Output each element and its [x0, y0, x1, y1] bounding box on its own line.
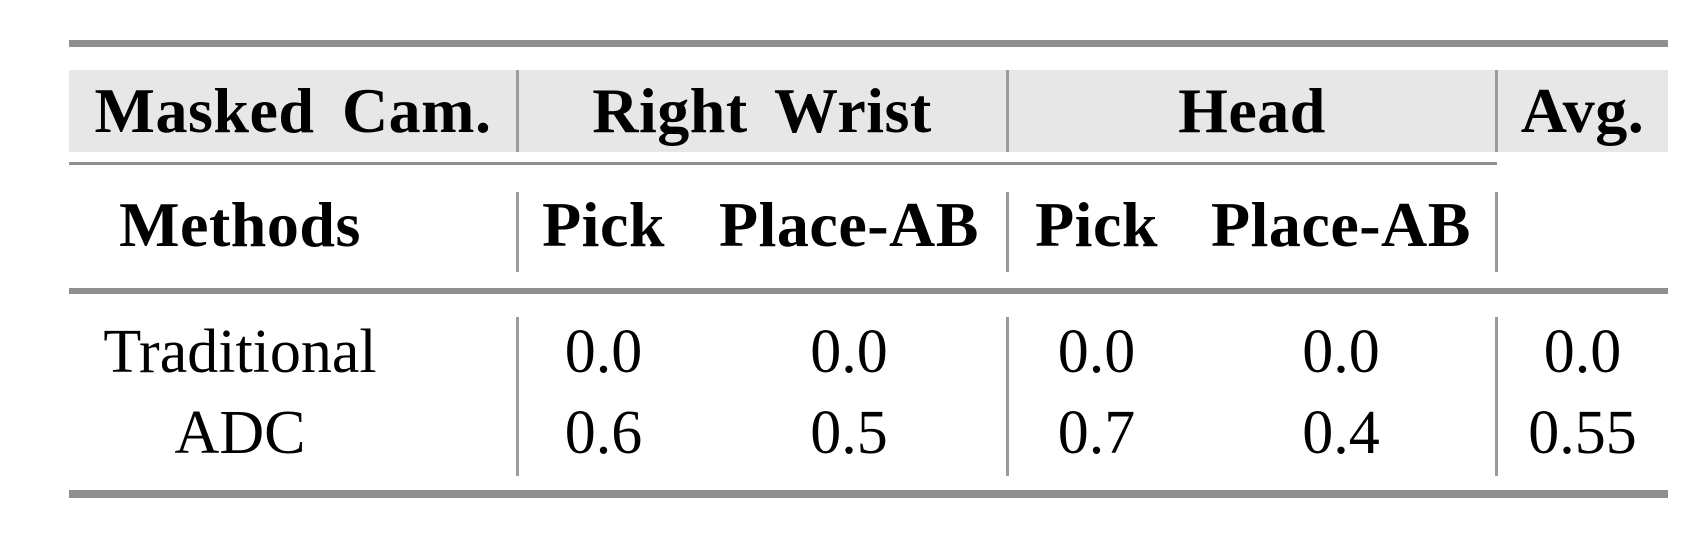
column-divider	[1495, 192, 1498, 272]
header-right-wrist: Right Wrist	[592, 75, 932, 146]
row-traditional-rw-place-ab: 0.0	[810, 318, 888, 386]
header-head: Head	[1178, 75, 1326, 146]
column-divider	[516, 192, 519, 272]
column-divider	[1495, 70, 1498, 152]
top-rule	[69, 40, 1668, 47]
mid-rule	[69, 288, 1668, 294]
bottom-rule	[69, 490, 1668, 498]
column-divider	[1006, 70, 1009, 152]
header-rw-pick: Pick	[542, 189, 665, 260]
row-adc-head-place-ab: 0.4	[1302, 399, 1380, 467]
row-traditional-head-place-ab: 0.0	[1302, 318, 1380, 386]
column-divider	[516, 70, 519, 152]
row-adc-rw-place-ab: 0.5	[810, 399, 888, 467]
column-divider	[516, 317, 519, 476]
header-background	[69, 70, 1668, 152]
header-head-place-ab: Place-AB	[1211, 189, 1471, 260]
row-adc-head-pick: 0.7	[1057, 399, 1136, 467]
row-traditional-method: Traditional	[103, 318, 377, 386]
row-adc-rw-pick: 0.6	[564, 399, 643, 467]
header-masked-cam: Masked Cam.	[94, 75, 492, 146]
header-head-pick: Pick	[1035, 189, 1158, 260]
column-divider	[1006, 192, 1009, 272]
header-methods: Methods	[119, 189, 361, 260]
column-divider	[1495, 317, 1498, 476]
row-traditional-avg: 0.0	[1543, 318, 1622, 386]
column-divider	[1006, 317, 1009, 476]
row-traditional-head-pick: 0.0	[1057, 318, 1136, 386]
header-rw-place-ab: Place-AB	[719, 189, 979, 260]
header-sub-rule	[69, 162, 1497, 165]
row-adc-method: ADC	[174, 399, 306, 467]
row-traditional-rw-pick: 0.0	[564, 318, 643, 386]
header-avg: Avg.	[1520, 75, 1645, 146]
row-adc-avg: 0.55	[1528, 399, 1637, 467]
